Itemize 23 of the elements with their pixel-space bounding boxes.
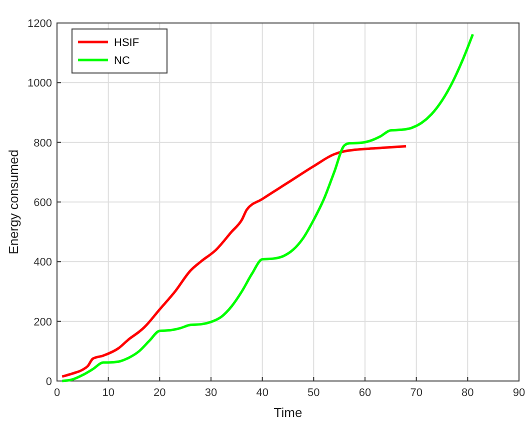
legend-label: NC (114, 55, 130, 67)
x-tick-label: 50 (308, 387, 320, 399)
line-series (60, 33, 474, 382)
x-tick-label: 20 (154, 387, 166, 399)
legend-label: HSIF (114, 37, 140, 49)
x-tick-label: 40 (256, 387, 268, 399)
x-tick-label: 60 (358, 387, 372, 399)
x-tick-label: 10 (102, 387, 114, 399)
x-tick-label: 80 (462, 387, 474, 399)
x-tick-label: 0 (54, 387, 60, 399)
x-tick-label: 90 (512, 387, 526, 399)
y-axis-title: Energy consumed (6, 150, 21, 254)
y-tick-label: 200 (34, 316, 52, 328)
y-tick-label: 1000 (28, 78, 52, 90)
y-tick-label: 0 (46, 376, 52, 388)
y-tick-label: 1200 (28, 18, 52, 30)
x-tick-label: 70 (410, 387, 422, 399)
x-axis-title: Time (274, 405, 302, 420)
line-series (60, 144, 408, 378)
y-tick-label: 400 (34, 256, 52, 269)
y-tick-label: 600 (34, 197, 52, 209)
x-tick-label: 30 (204, 387, 218, 399)
y-tick-label: 800 (34, 137, 52, 150)
